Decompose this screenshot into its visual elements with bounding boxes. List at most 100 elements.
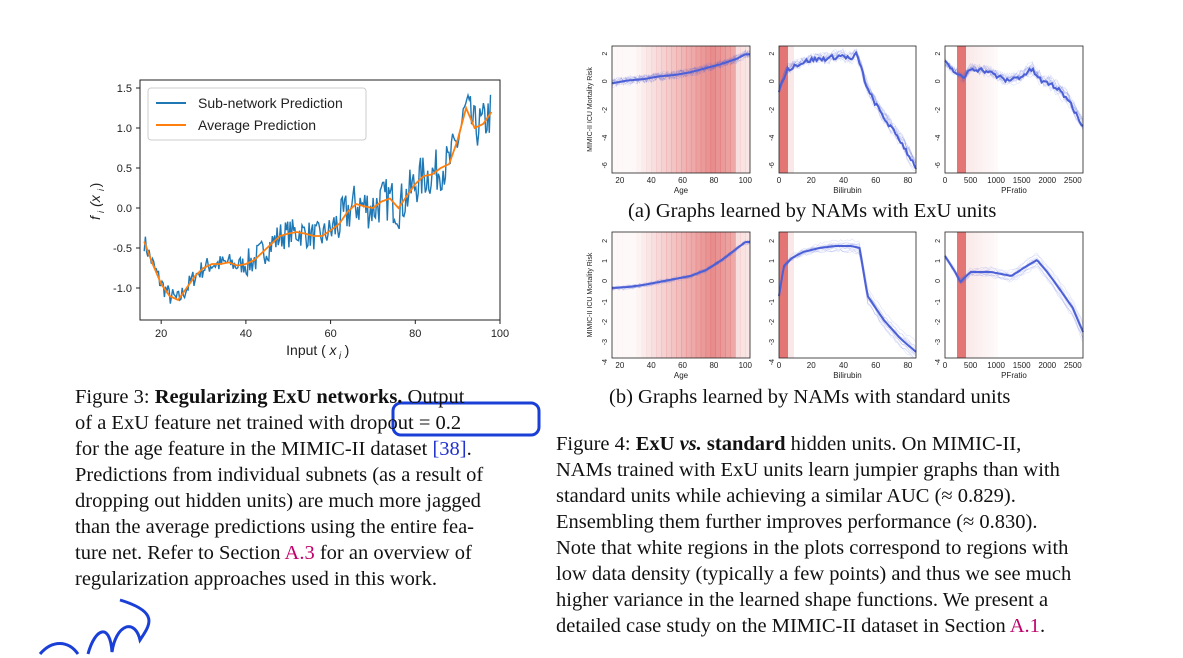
y-tick-label: -6	[769, 162, 776, 168]
density-band	[646, 232, 652, 358]
y-tick-label: -4	[769, 134, 776, 140]
density-band	[974, 232, 978, 358]
ensemble-line	[778, 248, 916, 359]
density-band	[974, 46, 978, 173]
density-band	[982, 232, 986, 358]
y-axis-label-close: )	[87, 183, 103, 188]
density-band	[676, 46, 682, 173]
average-line	[143, 105, 493, 302]
panel-b1: 20 40 60 80 100 2 1 0 -1 -2 -3 -4 Age MIMIC-II ICU Mo…	[587, 231, 753, 380]
y-tick-label: -2	[602, 319, 609, 325]
ensemble-line	[778, 238, 917, 344]
density-band	[666, 232, 672, 358]
x-tick-label: 500	[964, 361, 978, 370]
ensemble-line	[611, 49, 751, 88]
x-tick-label: 60	[678, 361, 687, 370]
handwritten-annotation	[38, 401, 541, 656]
x-tick-label: 40	[839, 176, 848, 185]
mean-line	[778, 245, 917, 353]
mean-line	[944, 59, 1084, 127]
density-band	[646, 46, 652, 173]
ensemble-line	[611, 50, 751, 85]
x-tick-label: 2500	[1064, 361, 1082, 370]
ensemble-line	[778, 246, 917, 357]
density-band	[656, 232, 662, 358]
x-tick-label: 40	[647, 361, 656, 370]
x-tick-label: 1000	[987, 361, 1005, 370]
caption-line: of a ExU feature net trained with dropou…	[75, 412, 462, 434]
caption-line: detailed case study on the MIMIC-II data…	[556, 615, 1046, 637]
density-band	[957, 232, 966, 358]
density-band	[666, 46, 672, 173]
y-axis-label-arg: (x	[87, 194, 103, 207]
x-axis-label: PFratio	[1001, 371, 1027, 380]
panel-b3: 0 500 1000 1500 2000 2500 2 1 0 -1 -2 -3 -4 PFratio	[935, 231, 1084, 380]
x-axis-label: Age	[674, 186, 689, 195]
panel-frame	[611, 45, 751, 174]
ensemble-line	[944, 252, 1084, 325]
caption-line: standard units while achieving a similar…	[556, 485, 1016, 507]
density-band	[656, 46, 662, 173]
density-band	[994, 232, 998, 358]
density-band	[671, 232, 677, 358]
density-band	[966, 46, 970, 173]
ensemble-line	[944, 60, 1084, 127]
y-tick-label: 0	[769, 279, 776, 283]
x-tick-label: 1000	[987, 176, 1005, 185]
figure4-caption: Figure 4: ExU vs. standard hidden units.…	[556, 431, 1071, 639]
ensemble-line	[778, 242, 917, 349]
density-band	[735, 46, 741, 173]
density-band	[705, 232, 712, 358]
ensemble-line	[778, 53, 917, 170]
x-tick-label: 20	[615, 176, 624, 185]
density-band	[681, 46, 687, 173]
x-tick-label: 1500	[1013, 361, 1031, 370]
x-tick-label: 40	[240, 328, 252, 340]
section-link[interactable]: A.1	[1009, 615, 1040, 637]
x-tick-label: 20	[807, 176, 816, 185]
y-tick-label: 0	[769, 79, 776, 83]
ensemble-line	[778, 52, 917, 164]
figure4-subcaption-b: (b) Graphs learned by NAMs with standard…	[609, 386, 1011, 408]
panel-frame	[611, 231, 751, 359]
density-band	[616, 46, 623, 173]
caption-line: Predictions from individual subnets (as …	[75, 464, 484, 486]
x-tick-label: 80	[709, 361, 718, 370]
density-band	[631, 46, 638, 173]
density-band	[685, 46, 692, 173]
ensemble-line	[611, 51, 751, 85]
y-tick-label: -2	[769, 319, 776, 325]
density-band	[651, 232, 657, 358]
density-band	[631, 232, 638, 358]
legend-label-average: Average Prediction	[198, 117, 316, 133]
density-band	[779, 232, 788, 358]
x-axis-label: Bilirubin	[833, 186, 861, 195]
ensemble-line	[944, 255, 1084, 339]
y-tick-label: -1	[602, 299, 609, 305]
ensemble-line	[944, 256, 1084, 340]
density-band	[715, 232, 721, 358]
ensemble-line	[778, 245, 917, 355]
ensemble-line	[611, 51, 751, 87]
citation-link[interactable]: [38]	[432, 438, 467, 460]
caption-line: higher variance in the learned shape fun…	[556, 589, 1049, 611]
x-tick-label: 0	[777, 361, 782, 370]
y-tick-label: 2	[602, 239, 609, 243]
density-band	[788, 46, 794, 173]
section-link[interactable]: A.3	[284, 542, 315, 564]
y-tick-label: -4	[602, 134, 609, 140]
x-tick-label: 100	[739, 176, 753, 185]
ensemble-line	[944, 258, 1084, 343]
density-band	[641, 46, 647, 173]
caption-line: dropping out hidden units) are much more…	[75, 490, 481, 512]
y-tick-label: 2	[602, 52, 609, 56]
ensemble-line	[778, 52, 917, 171]
ensemble-line	[778, 56, 917, 172]
density-band	[636, 232, 643, 358]
density-band	[676, 232, 682, 358]
x-tick-label: 2000	[1038, 176, 1056, 185]
density-band	[740, 232, 746, 358]
panel-frame	[778, 45, 917, 174]
density-band	[612, 232, 618, 358]
